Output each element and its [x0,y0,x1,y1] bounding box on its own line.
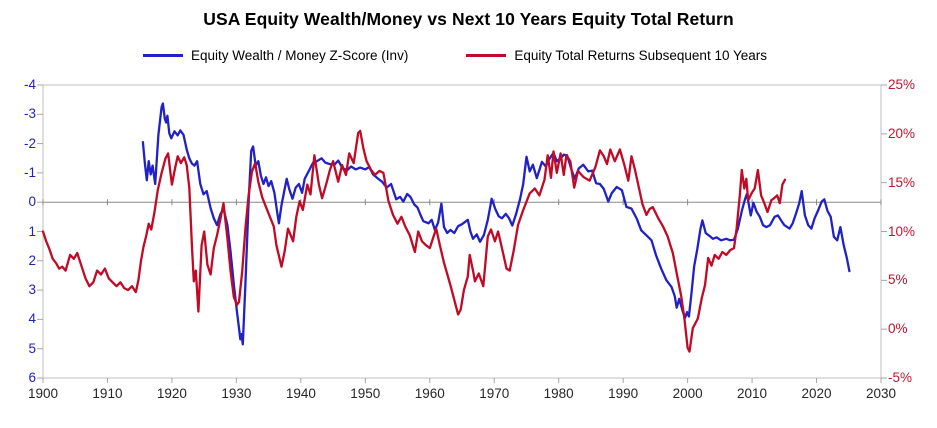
x-axis-tick-label: 1920 [156,386,187,401]
right-axis-tick-label: 10% [888,223,916,239]
right-axis-tick-label: -5% [888,370,913,385]
left-axis-tick-label: -1 [23,164,36,180]
x-axis-tick-label: 1940 [285,386,316,401]
chart-legend: Equity Wealth / Money Z-Score (Inv) Equi… [0,48,910,63]
legend-label-total-returns: Equity Total Returns Subsequent 10 Years [514,48,767,63]
left-axis-tick-label: -4 [23,77,36,92]
z-score-series-line [141,102,851,346]
x-axis-tick-label: 2010 [737,386,768,401]
x-axis-tick-label: 1990 [608,386,639,401]
x-axis-tick-label: 1980 [543,386,574,401]
x-axis-tick-label: 1950 [350,386,381,401]
left-axis-tick-label: -3 [23,106,36,122]
total-returns-series-line [41,129,787,353]
right-axis-tick-label: 5% [888,272,908,288]
left-axis-tick-label: 2 [28,252,36,268]
red-line-swatch-icon [466,54,507,57]
x-axis-tick-label: 2020 [801,386,832,401]
right-axis-tick-label: 20% [888,125,916,141]
legend-label-z-score: Equity Wealth / Money Z-Score (Inv) [190,48,409,63]
left-axis-tick-label: 1 [28,223,36,239]
x-axis-tick-label: 1970 [479,386,510,401]
right-axis-tick-label: 25% [888,77,916,92]
blue-line-swatch-icon [142,54,183,57]
chart-title: USA Equity Wealth/Money vs Next 10 Years… [203,9,734,29]
x-axis-tick-label: 1900 [27,386,59,401]
left-axis-tick-label: 3 [28,282,36,298]
left-axis-tick-label: -2 [23,135,36,151]
right-axis-tick-label: 0% [888,321,908,337]
x-axis-tick-label: 1960 [414,386,445,401]
right-axis-tick-label: 15% [888,174,916,190]
legend-item-z-score: Equity Wealth / Money Z-Score (Inv) [142,48,409,63]
left-axis-tick-label: 4 [28,311,36,327]
left-axis-tick-label: 0 [28,194,36,210]
legend-item-total-returns: Equity Total Returns Subsequent 10 Years [466,48,767,63]
left-axis-tick-label: 6 [28,370,36,385]
x-axis-tick-label: 1910 [92,386,123,401]
left-axis-tick-label: 5 [28,340,36,356]
x-axis-tick-label: 1930 [221,386,252,401]
x-axis-tick-label: 2000 [672,386,703,401]
x-axis-tick-label: 2030 [865,386,897,401]
